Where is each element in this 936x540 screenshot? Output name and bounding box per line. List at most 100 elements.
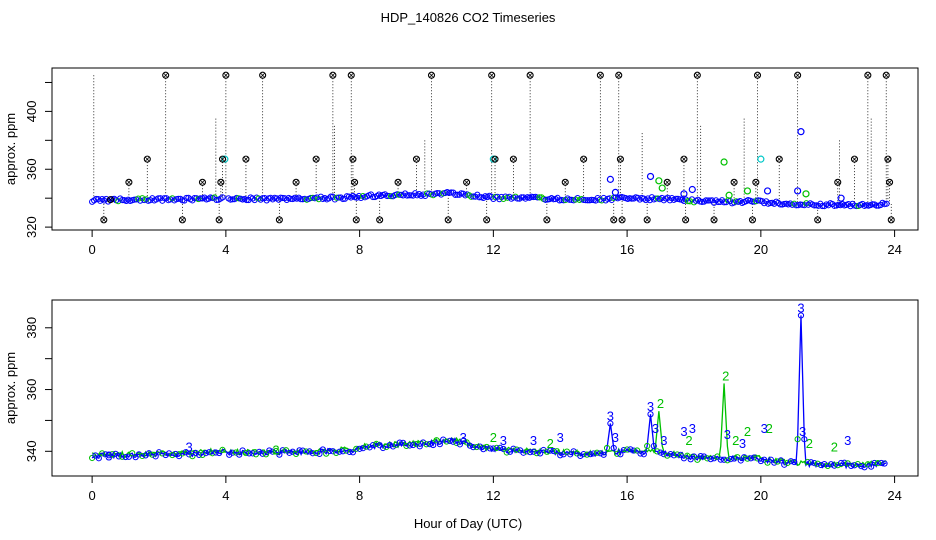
baseline-marker — [714, 453, 721, 460]
flagged-point-cross — [562, 179, 568, 185]
point-count-label: 3 — [105, 449, 112, 464]
baseline-marker — [871, 459, 878, 467]
baseline-marker — [115, 453, 122, 460]
point-count-label: 3 — [530, 433, 537, 448]
baseline-marker — [811, 460, 818, 467]
baseline-marker — [831, 462, 838, 469]
flagged-point-cross — [619, 217, 625, 223]
baseline-marker — [306, 448, 313, 455]
top-y-axis-label: approx. ppm — [3, 113, 18, 185]
flagged-data-point — [198, 178, 207, 186]
flagged-point-cross — [330, 72, 336, 78]
x-tick-label: 0 — [89, 242, 96, 257]
flagged-data-point — [242, 155, 250, 163]
flagged-data-point — [682, 216, 690, 224]
baseline-marker — [269, 448, 276, 455]
flagged-point-cross — [108, 197, 113, 202]
flagged-data-point — [292, 178, 300, 186]
baseline-marker — [259, 450, 266, 457]
flagged-data-point — [488, 71, 496, 79]
baseline-marker — [236, 451, 243, 458]
baseline-marker — [684, 452, 691, 459]
flagged-point-cross — [888, 217, 894, 223]
flagged-data-point — [347, 71, 355, 79]
flagged-data-point — [663, 178, 671, 186]
point-count-label: 2 — [831, 439, 838, 454]
baseline-marker — [169, 451, 176, 459]
baseline-data-point — [819, 202, 826, 210]
flagged-data-point — [215, 216, 223, 224]
baseline-marker — [246, 450, 253, 457]
x-tick-label: 0 — [89, 488, 96, 503]
y-tick-label: 360 — [24, 379, 39, 401]
baseline-data-point — [686, 198, 694, 205]
flagged-data-point — [775, 155, 783, 163]
baseline-marker — [797, 312, 805, 319]
baseline-marker — [690, 453, 698, 460]
baseline-data-point — [825, 202, 832, 209]
highlight-data-point — [802, 190, 810, 198]
flagged-point-cross — [489, 72, 494, 78]
baseline-marker — [540, 446, 547, 454]
point-count-label: 3 — [652, 421, 659, 436]
baseline-marker — [547, 447, 554, 454]
baseline-marker — [677, 451, 684, 458]
flagged-data-point — [162, 71, 170, 79]
y-tick-label: 320 — [24, 216, 39, 238]
baseline-marker — [537, 450, 544, 457]
flagged-data-point — [218, 155, 227, 163]
baseline-data-point — [119, 197, 126, 204]
flagged-data-point — [312, 155, 320, 163]
baseline-marker — [624, 446, 631, 453]
baseline-marker — [634, 447, 641, 454]
x-tick-label: 4 — [222, 242, 229, 257]
y-tick-label: 340 — [24, 440, 39, 462]
baseline-marker — [630, 447, 637, 454]
baseline-marker — [470, 444, 477, 451]
baseline-marker — [242, 449, 250, 457]
baseline-marker — [453, 439, 460, 447]
flagged-data-point — [753, 71, 762, 79]
baseline-marker — [640, 451, 647, 458]
flagged-data-point — [710, 216, 718, 224]
flagged-point-cross — [883, 72, 889, 78]
flagged-point-cross — [163, 72, 168, 78]
baseline-marker — [129, 450, 136, 457]
baseline-marker — [617, 451, 624, 458]
baseline-marker — [610, 444, 617, 452]
flagged-data-point — [491, 155, 499, 163]
baseline-marker — [206, 449, 213, 456]
baseline-marker — [503, 449, 510, 456]
baseline-marker — [196, 451, 203, 458]
point-count-label: 3 — [761, 421, 768, 436]
baseline-marker — [420, 439, 427, 446]
baseline-marker — [550, 447, 557, 455]
baseline-data-point — [777, 201, 784, 208]
x-tick-label: 20 — [754, 242, 768, 257]
baseline-data-point — [412, 190, 419, 197]
baseline-marker — [804, 458, 811, 466]
flagged-point-cross — [611, 217, 617, 223]
point-count-label: 3 — [500, 433, 507, 448]
baseline-marker — [165, 450, 173, 457]
flagged-data-point — [463, 178, 471, 186]
baseline-data-point — [518, 194, 525, 201]
baseline-marker — [881, 460, 888, 467]
flagged-point-cross — [350, 156, 356, 162]
flagged-data-point — [864, 71, 872, 79]
flagged-data-point — [329, 71, 337, 79]
highlight-data-point — [680, 190, 688, 198]
baseline-marker — [694, 456, 701, 463]
baseline-marker — [874, 459, 881, 467]
flagged-point-cross — [664, 179, 670, 185]
x-tick-label: 12 — [486, 488, 500, 503]
x-tick-label: 16 — [620, 488, 634, 503]
baseline-marker — [603, 444, 611, 452]
baseline-marker — [433, 437, 440, 444]
flagged-data-point — [887, 216, 895, 224]
flagged-data-point — [275, 216, 283, 224]
baseline-marker — [349, 449, 357, 456]
baseline-marker — [333, 449, 340, 456]
baseline-marker — [456, 441, 464, 448]
flagged-data-point — [483, 216, 491, 224]
